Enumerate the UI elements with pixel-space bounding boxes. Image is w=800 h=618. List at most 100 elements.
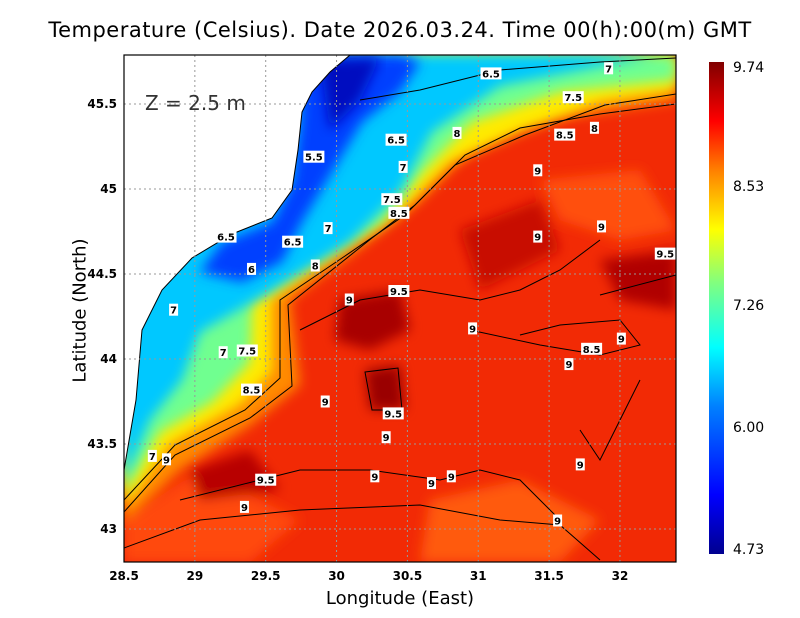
contour-label-bg <box>553 514 563 527</box>
y-tick-label: 43 <box>100 522 117 536</box>
contour-label: 9.5 <box>384 409 402 420</box>
contour-label: 9 <box>371 472 378 483</box>
chart-title: Temperature (Celsius). Date 2026.03.24. … <box>48 18 752 42</box>
contour-label-bg <box>239 500 249 513</box>
contour-label-bg <box>310 259 320 272</box>
contour-label: 8.5 <box>583 345 601 356</box>
land <box>124 55 351 471</box>
contour-label-bg <box>323 222 333 235</box>
x-tick-label: 31.5 <box>534 569 564 583</box>
contour-label-bg <box>236 344 258 357</box>
contour-label-bg <box>616 332 626 345</box>
contour-label: 8 <box>312 262 319 273</box>
contour-label-bg <box>388 206 410 219</box>
contour-label: 9 <box>163 455 170 466</box>
colorbar-label: 9.74 <box>733 60 765 76</box>
contour-label-bg <box>388 285 410 297</box>
contour-label: 7 <box>325 224 332 235</box>
grid <box>124 55 676 562</box>
contour-label-bg <box>381 193 403 206</box>
contour-label: 9 <box>448 472 455 483</box>
contour-label: 7.5 <box>238 347 256 358</box>
contour-label-bg <box>255 473 277 486</box>
contour-label-bg <box>282 235 304 248</box>
contour-label: 7 <box>220 348 227 359</box>
colorbar-label: 8.53 <box>733 179 765 195</box>
contour-label: 7.5 <box>383 195 401 206</box>
x-axis: 28.5 29 29.5 30 30.5 31 31.5 32 <box>109 569 628 583</box>
contour-label-bg <box>480 67 502 80</box>
colorbar-label: 6.00 <box>733 420 765 436</box>
contour-label-bg <box>303 150 325 163</box>
contour-label-bg <box>554 128 576 141</box>
contour-labels: 6.5 7 7.5 8.5 8 8 6.5 5.5 7 9 7.5 8.5 7 9 9 6.5 6.5 9.5 6 8… <box>147 62 676 528</box>
contour-label-bg <box>215 230 237 243</box>
y-axis: 43 43.5 44 44.5 45 45.5 <box>87 97 117 536</box>
contour-label-bg <box>452 126 462 139</box>
contour-label: 8 <box>591 124 598 135</box>
contour-label-bg <box>385 133 407 146</box>
x-tick-label: 31 <box>470 569 487 583</box>
contour-label-bg <box>218 346 228 359</box>
contour-label: 9 <box>618 335 625 346</box>
contour-label: 9.5 <box>257 476 275 487</box>
contour-label: 8.5 <box>390 209 408 220</box>
contour-label: 8.5 <box>243 386 261 397</box>
contour-label: 6 <box>248 265 255 276</box>
temperature-field: 6.5 7 7.5 8.5 8 8 6.5 5.5 7 9 7.5 8.5 7 9 9 6.5 6.5 9.5 6 8… <box>124 55 676 562</box>
contour-label: 7 <box>400 163 407 174</box>
x-tick-label: 30 <box>328 569 345 583</box>
contour-label: 7.5 <box>564 93 582 104</box>
contour-label-bg <box>581 342 603 355</box>
contour-label-bg <box>169 303 179 316</box>
contour-label-bg <box>426 477 436 490</box>
contour-label-bg <box>446 470 456 483</box>
contour-label-bg <box>398 160 408 173</box>
contour-label-bg <box>162 453 172 466</box>
contour-label: 9 <box>383 433 390 444</box>
contour-label: 9 <box>554 517 561 528</box>
contour-label: 8 <box>454 129 461 140</box>
contour-label-bg <box>247 262 257 275</box>
contour-label: 7 <box>170 306 177 317</box>
contour-label: 9 <box>469 324 476 335</box>
contour-label: 9.5 <box>390 287 408 298</box>
x-tick-label: 29 <box>186 569 203 583</box>
contour-label: 9 <box>565 360 572 371</box>
contour-label-bg <box>468 322 478 335</box>
depth-annotation: Z = 2.5 m <box>145 91 246 115</box>
contour-label-bg <box>147 449 157 462</box>
contour-label: 6.5 <box>387 136 405 147</box>
contour-label-bg <box>533 164 543 177</box>
contour-label: 9 <box>534 166 541 177</box>
contour-label-bg <box>370 470 380 483</box>
y-tick-label: 45.5 <box>87 97 117 111</box>
contour-label: 6.5 <box>482 69 500 80</box>
contour-label-bg <box>344 293 354 306</box>
contour-label: 9 <box>346 296 353 307</box>
contour-label-bg <box>533 230 543 243</box>
y-tick-label: 45 <box>100 182 117 196</box>
y-tick-label: 43.5 <box>87 437 117 451</box>
contour-label-bg <box>381 431 391 444</box>
contour-label-bg <box>589 121 599 134</box>
colorbar-label: 7.26 <box>733 298 765 314</box>
contour-label-bg <box>575 458 585 471</box>
contour-label: 9.5 <box>656 250 674 261</box>
contour-label-bg <box>382 407 404 420</box>
x-tick-label: 32 <box>612 569 629 583</box>
plot-frame <box>123 54 677 563</box>
contour-label: 6.5 <box>284 238 302 249</box>
contour-label: 9 <box>241 503 248 514</box>
contour-label-bg <box>654 247 676 260</box>
contour-label: 8.5 <box>556 131 574 142</box>
contour-label-bg <box>597 220 607 233</box>
contour-label: 7 <box>605 64 612 75</box>
x-tick-label: 28.5 <box>109 569 139 583</box>
y-axis-label: Latitude (North) <box>69 238 91 383</box>
contour-label: 6.5 <box>217 233 235 244</box>
x-axis-label: Longitude (East) <box>325 588 475 609</box>
contour-label: 5.5 <box>305 153 323 164</box>
contour-label-bg <box>320 395 330 408</box>
